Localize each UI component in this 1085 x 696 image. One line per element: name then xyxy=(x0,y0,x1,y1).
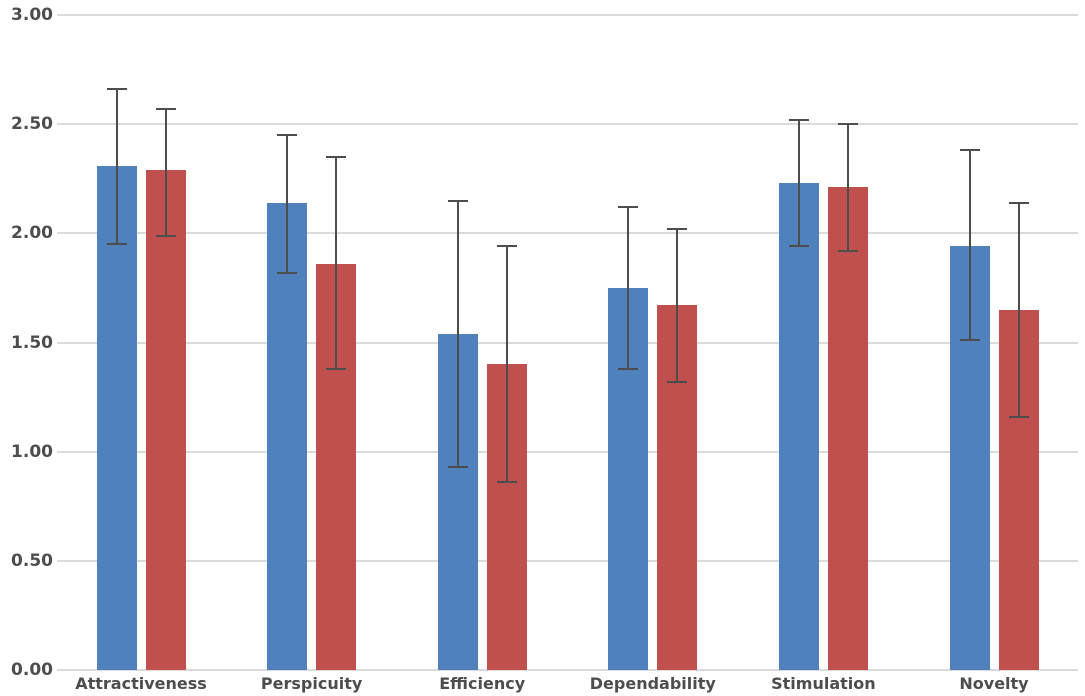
error-bar-cap xyxy=(1008,201,1029,204)
y-tick-label: 2.00 xyxy=(11,223,53,244)
y-tick-label: 0.00 xyxy=(11,660,53,680)
error-bar-cap xyxy=(106,243,127,246)
error-bar-cap xyxy=(447,465,468,468)
error-bar-cap xyxy=(1008,415,1029,418)
bar-series-blue-perspicuity xyxy=(267,202,308,670)
error-bar xyxy=(968,150,971,341)
x-category-label: Dependability xyxy=(589,674,716,693)
error-bar xyxy=(797,119,800,247)
error-bar xyxy=(335,156,338,369)
error-bar-cap xyxy=(277,271,298,274)
y-tick-label: 1.00 xyxy=(11,441,53,462)
y-tick-label: 0.50 xyxy=(11,550,53,571)
error-bar-cap xyxy=(496,245,517,248)
bar-series-red-stimulation xyxy=(827,187,868,670)
y-tick-label: 3.00 xyxy=(11,5,53,25)
grid-line xyxy=(57,559,1078,562)
grid-line xyxy=(57,123,1078,126)
error-bar-cap xyxy=(667,380,688,383)
error-bar-cap xyxy=(326,367,347,370)
grid-line xyxy=(57,341,1078,344)
y-tick-label: 1.50 xyxy=(11,332,53,353)
error-bar-cap xyxy=(155,107,176,110)
error-bar-cap xyxy=(496,481,517,484)
error-bar-cap xyxy=(667,227,688,230)
x-category-label: Novelty xyxy=(959,674,1029,693)
grid-line xyxy=(57,232,1078,235)
error-bar xyxy=(286,135,289,273)
error-bar xyxy=(115,89,118,245)
bar-series-blue-attractiveness xyxy=(96,165,137,670)
error-bar-cap xyxy=(106,88,127,91)
error-bar-cap xyxy=(959,149,980,152)
error-bar xyxy=(676,228,679,382)
error-bar xyxy=(846,124,849,251)
error-bar-cap xyxy=(447,199,468,202)
error-bar-cap xyxy=(155,234,176,237)
error-bar-cap xyxy=(618,206,639,209)
error-bar-cap xyxy=(277,134,298,137)
error-bar-cap xyxy=(959,339,980,342)
error-bar xyxy=(505,246,508,483)
x-category-label: Stimulation xyxy=(771,674,876,693)
x-category-label: Attractiveness xyxy=(75,674,207,693)
error-bar xyxy=(1017,202,1020,417)
error-bar xyxy=(456,200,459,467)
x-category-label: Efficiency xyxy=(439,674,526,693)
error-bar-cap xyxy=(326,155,347,158)
error-bar-cap xyxy=(788,245,809,248)
error-bar-cap xyxy=(837,249,858,252)
grid-line xyxy=(57,669,1078,671)
y-tick-label: 2.50 xyxy=(11,114,53,135)
x-category-label: Perspicuity xyxy=(260,674,363,693)
bar-series-blue-stimulation xyxy=(778,183,819,670)
grid-line xyxy=(57,14,1078,16)
bar-series-red-attractiveness xyxy=(145,170,186,670)
error-bar xyxy=(164,108,167,236)
error-bar-cap xyxy=(788,118,809,121)
grid-line xyxy=(57,450,1078,453)
error-bar xyxy=(627,207,630,369)
error-bar-cap xyxy=(618,367,639,370)
error-bar-cap xyxy=(837,123,858,126)
